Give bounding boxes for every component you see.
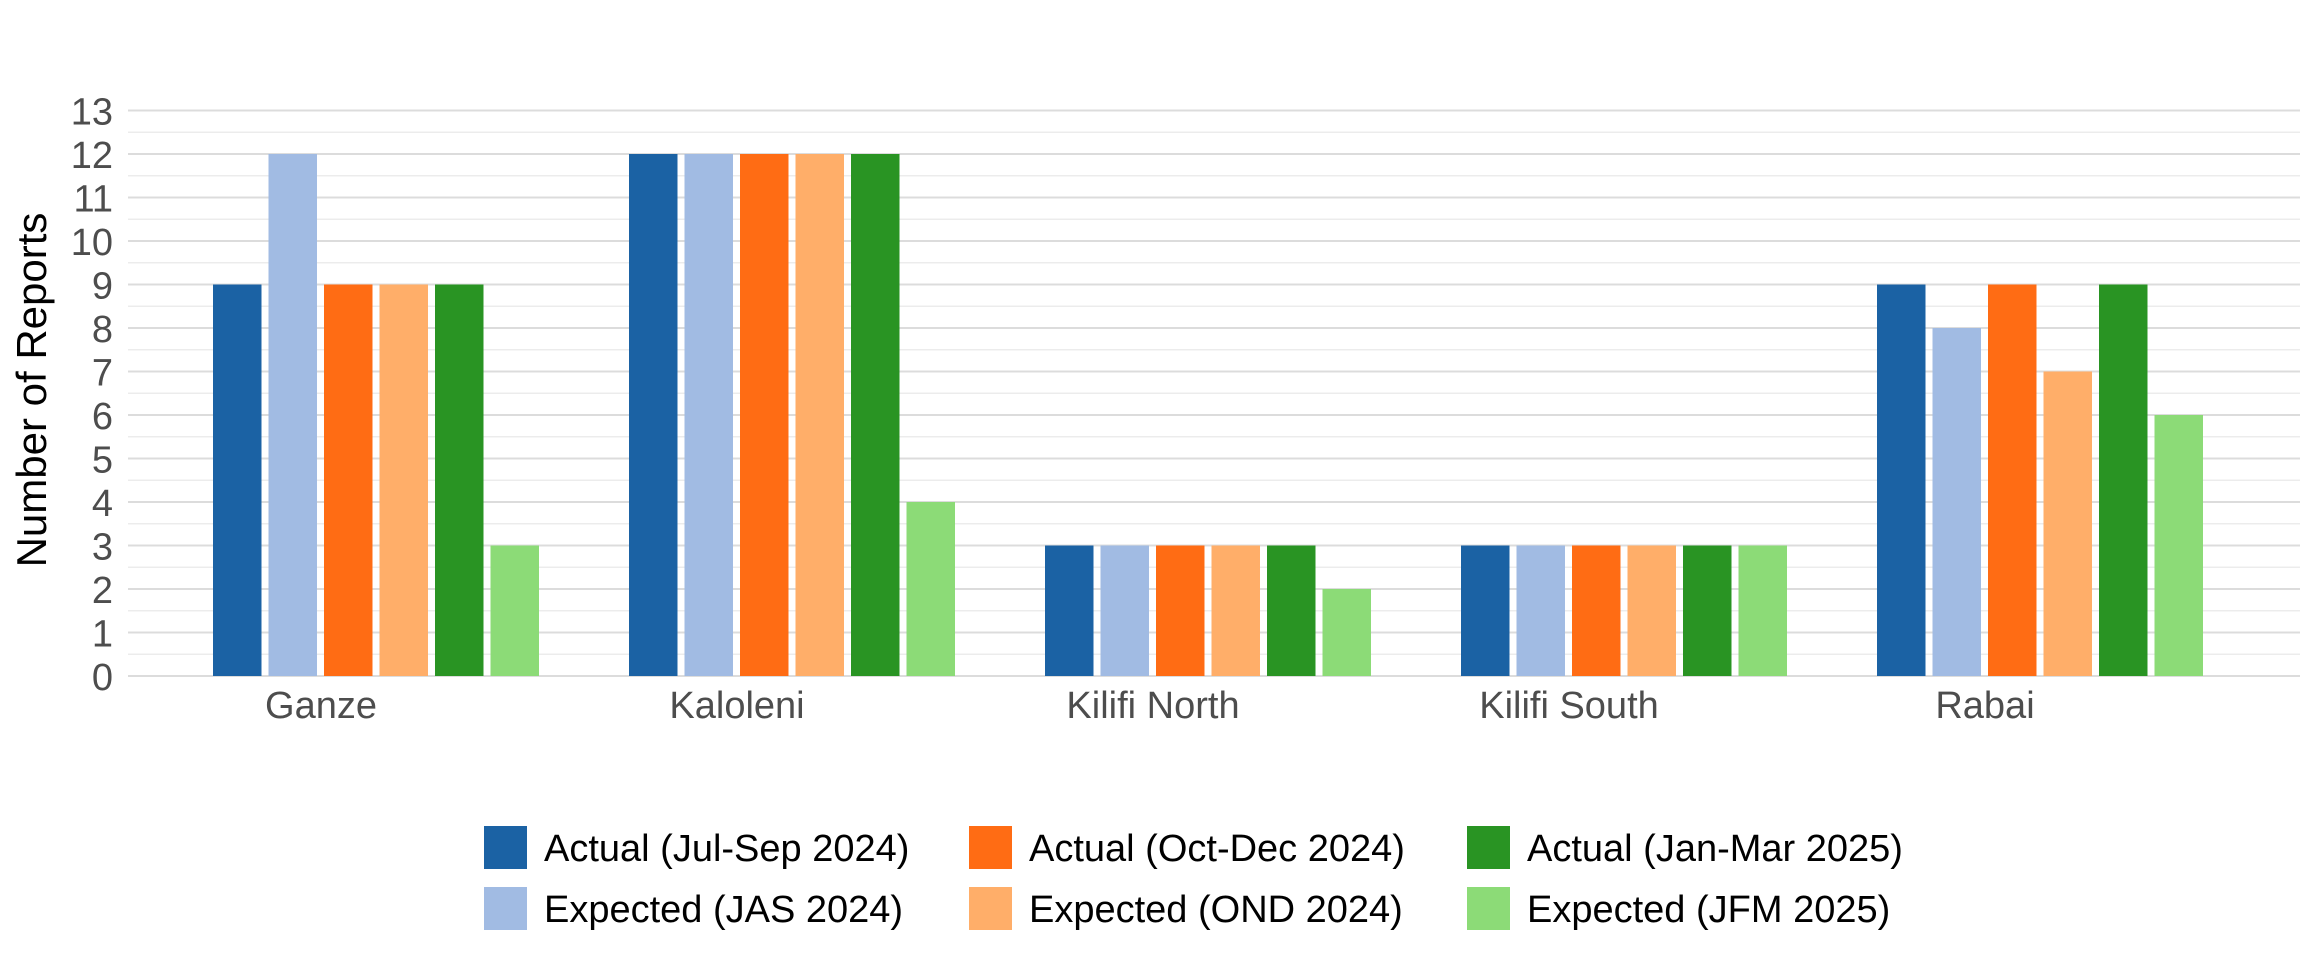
- y-tick-label: 1: [92, 614, 113, 656]
- bar: [1156, 545, 1205, 676]
- legend-swatch: [1467, 887, 1510, 930]
- y-tick-label: 2: [92, 570, 113, 612]
- bar: [1683, 545, 1732, 676]
- y-tick-label: 11: [74, 179, 113, 221]
- bar: [1211, 545, 1260, 676]
- bar: [1932, 328, 1981, 676]
- legend: Actual (Jul-Sep 2024) Expected (JAS 2024)…: [484, 826, 1903, 931]
- legend-swatch: [1467, 826, 1510, 869]
- y-tick-label: 10: [71, 222, 113, 264]
- bar: [629, 154, 678, 676]
- legend-label: Actual (Oct-Dec 2024): [1029, 828, 1405, 870]
- legend-label: Expected (OND 2024): [1029, 889, 1403, 931]
- bar: [1572, 545, 1621, 676]
- legend-label: Actual (Jul-Sep 2024): [544, 828, 909, 870]
- bar: [324, 284, 373, 676]
- y-tick-label: 4: [92, 483, 113, 525]
- bar: [1267, 545, 1316, 676]
- bar: [1738, 545, 1787, 676]
- bar: [851, 154, 900, 676]
- y-tick-label: 8: [92, 309, 113, 351]
- legend-label: Expected (JFM 2025): [1527, 889, 1890, 931]
- bar: [2099, 284, 2148, 676]
- legend-swatch: [484, 826, 527, 869]
- y-tick-label: 3: [92, 527, 113, 569]
- x-category-label: Kilifi South: [1479, 685, 1659, 727]
- bar: [1627, 545, 1676, 676]
- bar: [1045, 545, 1094, 676]
- legend-swatch: [484, 887, 527, 930]
- legend-swatch: [969, 887, 1012, 930]
- bar: [1100, 545, 1149, 676]
- bar: [1516, 545, 1565, 676]
- x-category-label: Kilifi North: [1066, 685, 1239, 727]
- y-tick-label: 9: [92, 266, 113, 308]
- y-tick-label: 0: [92, 657, 113, 699]
- bar: [379, 284, 428, 676]
- bar: [2043, 371, 2092, 676]
- y-tick-label: 12: [71, 135, 113, 177]
- bar: [490, 545, 539, 676]
- bar: [2154, 415, 2203, 676]
- legend-label: Expected (JAS 2024): [544, 889, 903, 931]
- bar: [268, 154, 317, 676]
- x-category-label: Rabai: [1935, 685, 2034, 727]
- x-axis-ticks: Ganze Kaloleni Kilifi North Kilifi South Rab…: [265, 685, 2035, 727]
- bar: [906, 502, 955, 676]
- y-tick-label: 6: [92, 396, 113, 438]
- bar: [684, 154, 733, 676]
- y-tick-label: 13: [71, 92, 113, 134]
- bar: [1877, 284, 1926, 676]
- y-tick-label: 7: [92, 353, 113, 395]
- bar: [213, 284, 262, 676]
- bar: [1322, 589, 1371, 676]
- x-category-label: Kaloleni: [669, 685, 804, 727]
- y-axis-title: Number of Reports: [8, 213, 55, 568]
- bar: [1988, 284, 2037, 676]
- bar: [740, 154, 789, 676]
- legend-swatch: [969, 826, 1012, 869]
- legend-label: Actual (Jan-Mar 2025): [1527, 828, 1903, 870]
- bar: [795, 154, 844, 676]
- x-category-label: Ganze: [265, 685, 377, 727]
- y-tick-label: 5: [92, 440, 113, 482]
- bars: [213, 154, 2203, 676]
- bar: [435, 284, 484, 676]
- bar: [1461, 545, 1510, 676]
